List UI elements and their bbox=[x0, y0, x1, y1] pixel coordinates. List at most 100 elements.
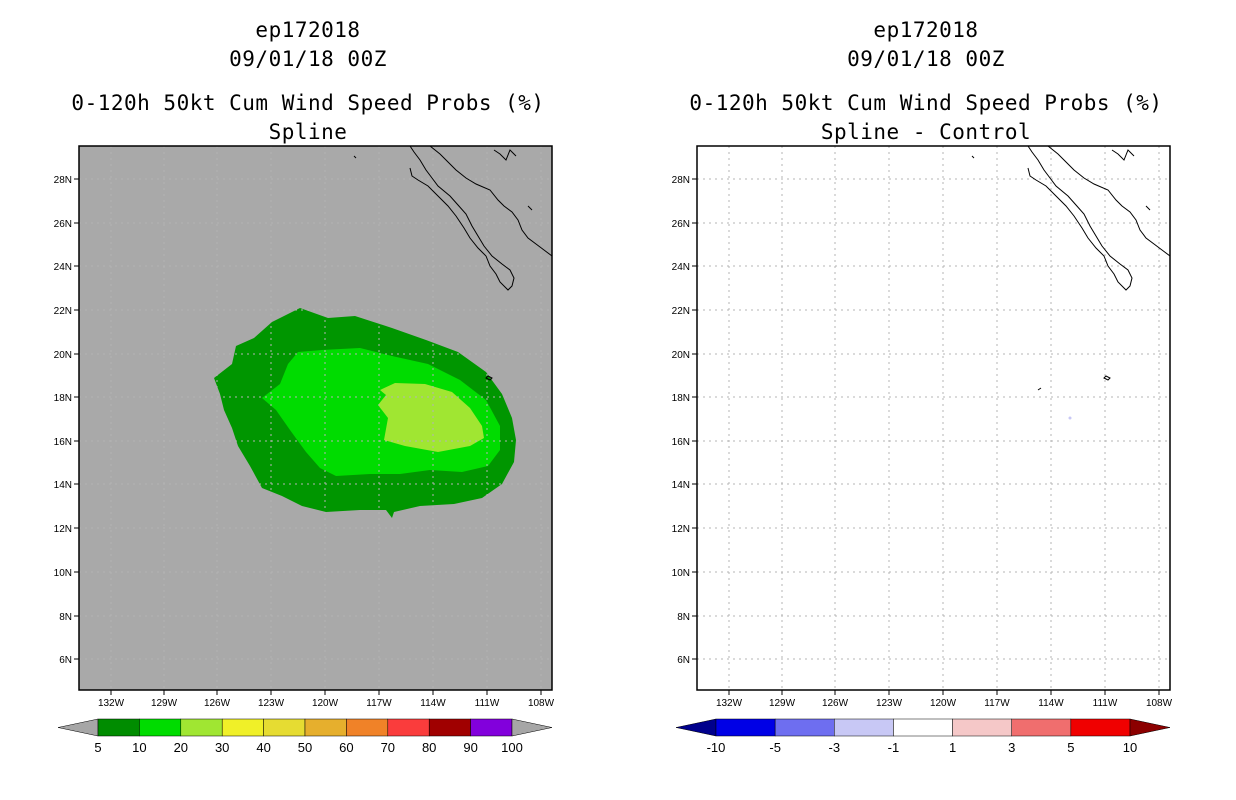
left-lat-label: 14N bbox=[54, 480, 72, 491]
right-lat-label: 22N bbox=[672, 306, 690, 317]
left-coastline bbox=[353, 146, 552, 381]
left-lat-label: 26N bbox=[54, 219, 72, 230]
left-colorbar-label: 60 bbox=[339, 740, 353, 755]
right-map-background bbox=[697, 146, 1170, 690]
left-grid bbox=[79, 146, 552, 690]
right-colorbar-swatch bbox=[952, 718, 1012, 737]
right-lat-label: 18N bbox=[672, 393, 690, 404]
right-lon-label: 132W bbox=[716, 698, 743, 709]
right-lat-label: 16N bbox=[672, 437, 690, 448]
left-colorbar-over-arrow bbox=[511, 718, 553, 737]
right-lat-label: 12N bbox=[672, 524, 690, 535]
right-lon-label: 126W bbox=[822, 698, 849, 709]
left-colorbar-swatch bbox=[263, 718, 306, 737]
left-datetime: 09/01/18 00Z bbox=[229, 47, 387, 71]
right-coastline bbox=[971, 146, 1170, 391]
left-colorbar-swatch bbox=[346, 718, 389, 737]
left-lon-label: 132W bbox=[98, 698, 125, 709]
left-lon-label: 108W bbox=[528, 698, 555, 709]
right-colorbar-over-arrow bbox=[1129, 718, 1171, 737]
left-product-title: 0-120h 50kt Cum Wind Speed Probs (%) bbox=[71, 91, 545, 115]
left-colorbar-label: 30 bbox=[215, 740, 229, 755]
right-lon-label: 123W bbox=[876, 698, 903, 709]
left-lon-label: 123W bbox=[258, 698, 285, 709]
right-lat-label: 6N bbox=[677, 655, 690, 666]
right-colorbar-label: 1 bbox=[949, 740, 956, 755]
right-colorbar-label: 5 bbox=[1067, 740, 1074, 755]
left-lon-label: 129W bbox=[151, 698, 178, 709]
left-lon-label: 111W bbox=[475, 698, 500, 709]
right-colorbar-label: -10 bbox=[707, 740, 726, 755]
right-colorbar-swatch bbox=[834, 718, 894, 737]
left-lat-label: 10N bbox=[54, 568, 72, 579]
right-lat-label: 8N bbox=[677, 612, 690, 623]
diff-speck bbox=[1068, 416, 1072, 420]
left-map-frame bbox=[78, 145, 553, 691]
left-colorbar-label: 20 bbox=[174, 740, 188, 755]
right-colorbar-swatch bbox=[715, 718, 776, 737]
right-lon-label: 114W bbox=[1038, 698, 1064, 709]
right-lat-label: 24N bbox=[672, 262, 690, 273]
right-lat-label: 26N bbox=[672, 219, 690, 230]
left-lat-label: 8N bbox=[59, 612, 72, 623]
left-lon-label: 120W bbox=[312, 698, 339, 709]
prob-contour-20-30 bbox=[378, 383, 484, 452]
right-colorbar-swatch bbox=[774, 718, 835, 737]
left-colorbar-swatch bbox=[470, 718, 513, 737]
right-colorbar-label: -3 bbox=[829, 740, 841, 755]
left-colorbar-swatch bbox=[428, 718, 471, 737]
right-lon-label: 117W bbox=[984, 698, 1010, 709]
right-colorbar-label: -1 bbox=[888, 740, 900, 755]
left-colorbar-swatch bbox=[180, 718, 223, 737]
right-lat-label: 10N bbox=[672, 568, 690, 579]
right-method-title: Spline - Control bbox=[820, 120, 1032, 144]
left-colorbar-swatch bbox=[221, 718, 264, 737]
right-lat-label: 20N bbox=[672, 350, 690, 361]
left-colorbar-label: 10 bbox=[132, 740, 146, 755]
right-map-frame bbox=[696, 145, 1171, 691]
right-lat-label: 28N bbox=[672, 175, 690, 186]
right-colorbar-label: -5 bbox=[769, 740, 781, 755]
left-colorbar-swatch bbox=[387, 718, 430, 737]
right-colorbar-swatch bbox=[1070, 718, 1131, 737]
left-lon-label: 126W bbox=[204, 698, 231, 709]
right-colorbar-swatch bbox=[893, 718, 953, 737]
right-colorbar-label: 10 bbox=[1123, 740, 1137, 755]
left-lon-label: 114W bbox=[420, 698, 446, 709]
left-lon-label: 117W bbox=[366, 698, 392, 709]
right-colorbar-swatch bbox=[1011, 718, 1072, 737]
right-map: 28N 26N 24N 22N 20N 18N 16N 14N 12N 10N … bbox=[672, 145, 1173, 709]
right-lon-label: 129W bbox=[769, 698, 796, 709]
left-colorbar-label: 5 bbox=[94, 740, 101, 755]
left-lat-label: 12N bbox=[54, 524, 72, 535]
left-lat-label: 28N bbox=[54, 175, 72, 186]
left-colorbar: 5 10 20 30 40 50 60 70 80 90 100 bbox=[57, 718, 553, 755]
right-colorbar: -10 -5 -3 -1 1 3 5 10 bbox=[675, 718, 1171, 755]
left-lat-label: 20N bbox=[54, 350, 72, 361]
right-colorbar-label: 3 bbox=[1008, 740, 1015, 755]
left-lat-label: 6N bbox=[59, 655, 72, 666]
left-colorbar-label: 100 bbox=[501, 740, 523, 755]
left-map: 28N 26N 24N 22N 20N 18N 16N 14N 12N 10N … bbox=[54, 145, 555, 709]
right-lon-label: 120W bbox=[930, 698, 957, 709]
left-colorbar-swatch bbox=[304, 718, 347, 737]
right-datetime: 09/01/18 00Z bbox=[847, 47, 1005, 71]
left-colorbar-label: 40 bbox=[256, 740, 270, 755]
left-lat-label: 16N bbox=[54, 437, 72, 448]
right-lon-label: 111W bbox=[1093, 698, 1118, 709]
right-product-title: 0-120h 50kt Cum Wind Speed Probs (%) bbox=[689, 91, 1163, 115]
right-grid bbox=[697, 146, 1170, 690]
left-method-title: Spline bbox=[268, 120, 348, 144]
left-lat-label: 22N bbox=[54, 306, 72, 317]
right-lat-label: 14N bbox=[672, 480, 690, 491]
left-colorbar-label: 90 bbox=[463, 740, 477, 755]
left-storm-id: ep172018 bbox=[255, 18, 361, 42]
right-lon-label: 108W bbox=[1146, 698, 1173, 709]
left-lat-label: 18N bbox=[54, 393, 72, 404]
left-colorbar-under-arrow bbox=[57, 718, 99, 737]
left-colorbar-label: 50 bbox=[298, 740, 312, 755]
left-colorbar-swatch bbox=[139, 718, 182, 737]
left-lat-label: 24N bbox=[54, 262, 72, 273]
left-colorbar-label: 70 bbox=[381, 740, 395, 755]
left-colorbar-swatch bbox=[97, 718, 140, 737]
